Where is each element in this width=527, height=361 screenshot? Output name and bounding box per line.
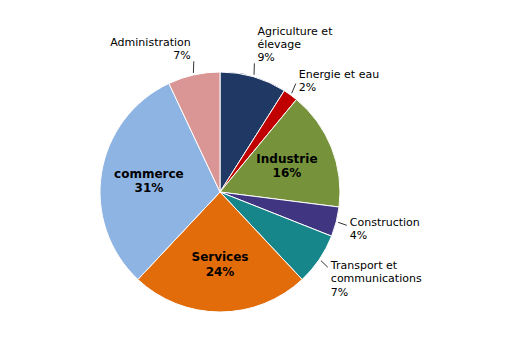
label-line: Agriculture et	[257, 25, 333, 38]
label-line: 16%	[273, 166, 302, 180]
leader-line	[321, 261, 328, 268]
label-line: 2%	[299, 81, 316, 94]
label-line: Energie et eau	[299, 68, 379, 81]
label-line: Administration	[110, 36, 191, 49]
leader-line	[254, 63, 255, 75]
leader-line	[292, 84, 296, 94]
leader-line	[338, 222, 347, 225]
label-line: élevage	[257, 38, 301, 51]
pie-slice	[220, 100, 340, 208]
label-line: Services	[191, 250, 248, 264]
slice-label: commerce31%	[114, 167, 184, 195]
slice-label: Administration7%	[110, 36, 191, 62]
label-line: 31%	[135, 181, 164, 195]
label-line: 4%	[350, 229, 367, 242]
leader-line	[193, 61, 194, 73]
slice-label: Energie et eau2%	[299, 68, 379, 94]
label-line: Construction	[350, 216, 420, 229]
labels: Industrie16% Services24% commerce31% Agricu…	[110, 25, 422, 299]
label-line: 7%	[173, 49, 190, 62]
label-line: Transport et	[330, 259, 398, 272]
slice-label: Agriculture etélevage9%	[257, 25, 333, 64]
slice-label: Industrie16%	[256, 152, 317, 180]
pie	[100, 72, 340, 312]
label-line: 24%	[206, 265, 235, 279]
slice-label: Transport etcommunications7%	[330, 259, 422, 298]
slice-label: Services24%	[191, 250, 248, 278]
label-line: 9%	[257, 51, 274, 64]
label-line: Industrie	[256, 152, 317, 166]
chart: Industrie16% Services24% commerce31% Agricu…	[0, 0, 527, 361]
label-line: 7%	[331, 286, 348, 299]
label-line: commerce	[114, 167, 184, 181]
slice-label: Construction4%	[350, 216, 420, 242]
label-line: communications	[331, 272, 422, 285]
